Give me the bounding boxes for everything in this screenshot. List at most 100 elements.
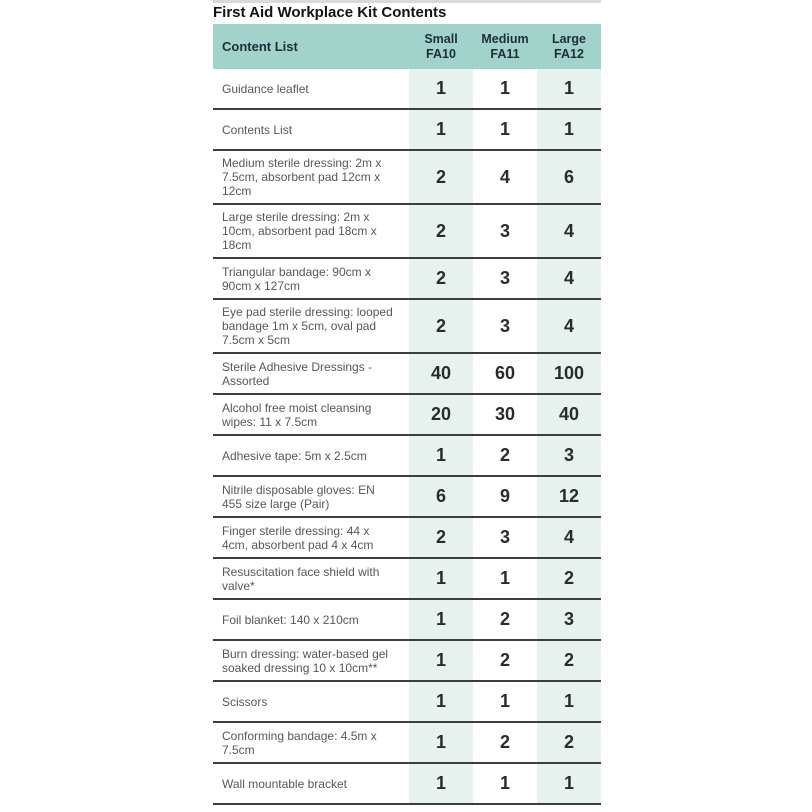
cell-value-small: 1 bbox=[409, 682, 473, 721]
row-label: Sterile Adhesive Dressings - Assorted bbox=[222, 359, 373, 388]
cell-value-medium: 1 bbox=[499, 773, 510, 793]
cell-value-small: 6 bbox=[409, 477, 473, 516]
cell-value-medium: 3 bbox=[499, 220, 510, 241]
cell-value-medium: 4 bbox=[499, 166, 510, 187]
table-header-row: Content List Small FA10 Medium FA11 Larg… bbox=[213, 24, 601, 69]
table-row: Large sterile dressing: 2m x 10cm, absor… bbox=[213, 205, 601, 259]
cell-value-small: 2 bbox=[409, 259, 473, 298]
table-row: Wall mountable bracket 1 1 1 bbox=[213, 764, 601, 805]
cell-value-small: 1 bbox=[409, 559, 473, 598]
table-row: Contents List 1 1 1 bbox=[213, 110, 601, 151]
cell-value-large: 1 bbox=[537, 110, 601, 149]
row-label: Eye pad sterile dressing: looped bandage… bbox=[222, 305, 393, 347]
row-label: Adhesive tape: 5m x 2.5cm bbox=[222, 448, 367, 463]
table-row: Foil blanket: 140 x 210cm 1 2 3 bbox=[213, 600, 601, 641]
cell-value-small: 1 bbox=[409, 69, 473, 108]
cell-value-medium: 2 bbox=[499, 445, 510, 465]
column-header-medium: Medium FA11 bbox=[473, 32, 537, 62]
cell-value-large: 40 bbox=[537, 395, 601, 434]
cell-value-large: 1 bbox=[537, 764, 601, 803]
cell-value-large: 4 bbox=[537, 300, 601, 352]
column-code-label: FA10 bbox=[426, 46, 456, 61]
cell-value-medium: 2 bbox=[499, 732, 510, 752]
row-label: Foil blanket: 140 x 210cm bbox=[222, 612, 359, 627]
cell-value-large: 2 bbox=[537, 723, 601, 762]
column-header-large: Large FA12 bbox=[537, 32, 601, 62]
row-label: Resuscitation face shield with valve* bbox=[222, 564, 380, 593]
cell-value-medium: 2 bbox=[499, 609, 510, 629]
cell-value-large: 12 bbox=[537, 477, 601, 516]
row-label: Conforming bandage: 4.5m x 7.5cm bbox=[222, 728, 377, 757]
cell-value-medium: 9 bbox=[499, 486, 510, 506]
kit-contents-table: First Aid Workplace Kit Contents Content… bbox=[213, 0, 601, 805]
column-size-label: Medium bbox=[481, 31, 529, 46]
table-row: Eye pad sterile dressing: looped bandage… bbox=[213, 300, 601, 354]
row-label: Nitrile disposable gloves: EN 455 size l… bbox=[222, 482, 375, 511]
table-row: Resuscitation face shield with valve* 1 1 2 bbox=[213, 559, 601, 600]
top-edge-strip bbox=[213, 0, 601, 3]
cell-value-large: 3 bbox=[537, 600, 601, 639]
table-row: Nitrile disposable gloves: EN 455 size l… bbox=[213, 477, 601, 518]
cell-value-large: 4 bbox=[537, 205, 601, 257]
cell-value-medium: 2 bbox=[499, 650, 510, 670]
cell-value-small: 1 bbox=[409, 723, 473, 762]
cell-value-large: 2 bbox=[537, 559, 601, 598]
table-row: Scissors 1 1 1 bbox=[213, 682, 601, 723]
cell-value-small: 20 bbox=[409, 395, 473, 434]
cell-value-small: 2 bbox=[409, 205, 473, 257]
column-code-label: FA11 bbox=[490, 46, 520, 61]
cell-value-small: 1 bbox=[409, 764, 473, 803]
cell-value-medium: 1 bbox=[499, 119, 510, 139]
table-body: Guidance leaflet 1 1 1 Contents List 1 1 1 Mediu… bbox=[213, 69, 601, 805]
row-label: Contents List bbox=[222, 122, 293, 137]
cell-value-small: 1 bbox=[409, 600, 473, 639]
cell-value-small: 1 bbox=[409, 110, 473, 149]
cell-value-medium: 1 bbox=[499, 78, 510, 98]
table-row: Finger sterile dressing: 44 x 4cm, absor… bbox=[213, 518, 601, 559]
row-label: Alcohol free moist cleansing wipes: 11 x… bbox=[222, 400, 372, 429]
cell-value-large: 2 bbox=[537, 641, 601, 680]
table-row: Conforming bandage: 4.5m x 7.5cm 1 2 2 bbox=[213, 723, 601, 764]
row-label: Large sterile dressing: 2m x 10cm, absor… bbox=[222, 210, 377, 252]
cell-value-medium: 60 bbox=[494, 363, 516, 383]
table-row: Sterile Adhesive Dressings - Assorted 40 6… bbox=[213, 354, 601, 395]
cell-value-small: 1 bbox=[409, 641, 473, 680]
table-row: Guidance leaflet 1 1 1 bbox=[213, 69, 601, 110]
cell-value-large: 100 bbox=[537, 354, 601, 393]
cell-value-small: 2 bbox=[409, 300, 473, 352]
cell-value-large: 1 bbox=[537, 69, 601, 108]
page-title: First Aid Workplace Kit Contents bbox=[213, 4, 447, 21]
table-row: Burn dressing: water-based gel soaked dr… bbox=[213, 641, 601, 682]
cell-value-small: 2 bbox=[409, 151, 473, 203]
column-code-label: FA12 bbox=[554, 46, 584, 61]
cell-value-large: 6 bbox=[537, 151, 601, 203]
cell-value-small: 1 bbox=[409, 436, 473, 475]
cell-value-medium: 3 bbox=[499, 527, 510, 547]
cell-value-medium: 3 bbox=[499, 315, 510, 336]
column-header-content-list: Content List bbox=[222, 39, 298, 54]
table-row: Alcohol free moist cleansing wipes: 11 x… bbox=[213, 395, 601, 436]
row-label: Medium sterile dressing: 2m x 7.5cm, abs… bbox=[222, 156, 382, 198]
row-label: Scissors bbox=[222, 694, 268, 709]
cell-value-large: 4 bbox=[537, 259, 601, 298]
column-size-label: Small bbox=[424, 31, 458, 46]
cell-value-small: 2 bbox=[409, 518, 473, 557]
cell-value-small: 40 bbox=[409, 354, 473, 393]
row-label: Finger sterile dressing: 44 x 4cm, absor… bbox=[222, 523, 374, 552]
row-label: Burn dressing: water-based gel soaked dr… bbox=[222, 646, 389, 675]
row-label: Wall mountable bracket bbox=[222, 776, 347, 791]
column-header-small: Small FA10 bbox=[409, 32, 473, 62]
row-label: Guidance leaflet bbox=[222, 81, 309, 96]
cell-value-medium: 30 bbox=[494, 404, 516, 424]
column-size-label: Large bbox=[551, 31, 587, 46]
table-row: Adhesive tape: 5m x 2.5cm 1 2 3 bbox=[213, 436, 601, 477]
cell-value-medium: 1 bbox=[499, 691, 510, 711]
cell-value-large: 4 bbox=[537, 518, 601, 557]
row-label: Triangular bandage: 90cm x 90cm x 127cm bbox=[222, 264, 371, 293]
cell-value-large: 3 bbox=[537, 436, 601, 475]
table-row: Triangular bandage: 90cm x 90cm x 127cm 2… bbox=[213, 259, 601, 300]
table-row: Medium sterile dressing: 2m x 7.5cm, abs… bbox=[213, 151, 601, 205]
cell-value-large: 1 bbox=[537, 682, 601, 721]
cell-value-medium: 3 bbox=[499, 268, 510, 288]
